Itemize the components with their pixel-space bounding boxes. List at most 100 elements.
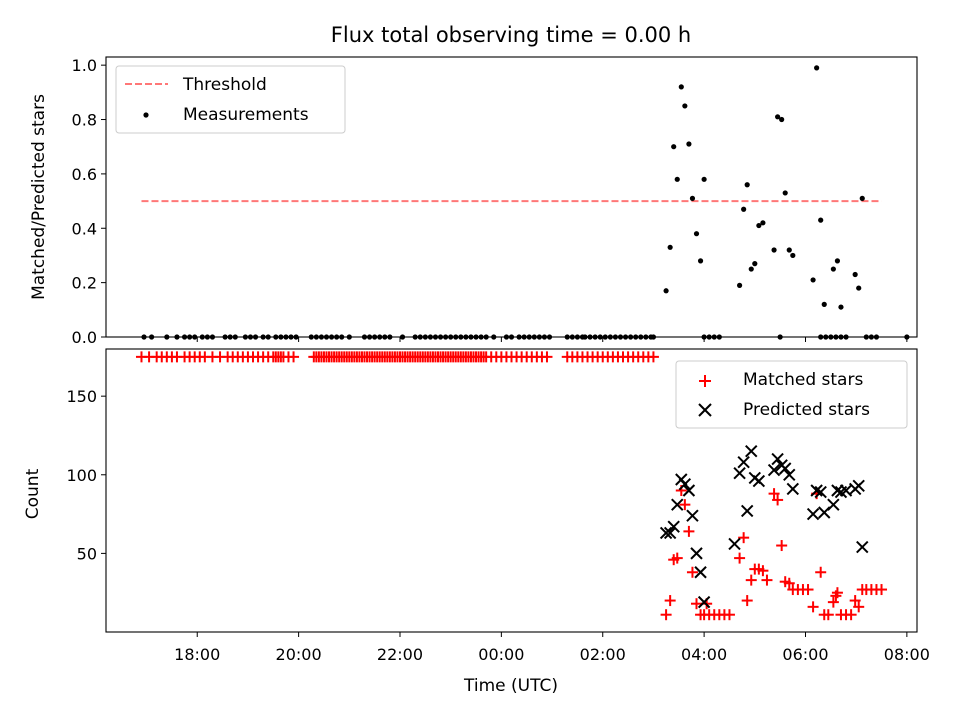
x-tick-label: 22:00 <box>377 645 423 664</box>
predicted-star-marker <box>740 504 754 518</box>
measurement-point <box>790 252 796 259</box>
measurement-point <box>744 182 750 188</box>
count-x-ticks: 18:00 20:00 22:00 00:00 02:00 04:00 06:00 08:00 <box>174 632 930 664</box>
matched-star-marker <box>723 609 735 621</box>
measurement-point <box>682 103 688 109</box>
measurement-point <box>693 231 700 237</box>
matched-star-marker <box>831 587 843 599</box>
measurement-point <box>671 144 677 150</box>
ratio-legend-frame <box>115 65 346 134</box>
x-tick-label: 18:00 <box>174 645 220 664</box>
y-tick-label: 0.2 <box>72 274 97 293</box>
measurement-point <box>779 116 785 123</box>
matched-star-marker <box>757 565 769 577</box>
y-tick-label: 150 <box>66 387 97 406</box>
measurement-point <box>859 195 865 201</box>
matched-star-marker <box>541 351 553 363</box>
predicted-star-marker <box>678 478 692 491</box>
predicted-star-marker <box>856 540 869 554</box>
legend-measurements-label: Measurements <box>183 105 309 125</box>
ratio-legend: Threshold Measurements <box>115 65 346 134</box>
matched-star-marker <box>802 584 814 596</box>
measurement-point <box>818 217 824 223</box>
measurement-point <box>775 114 781 120</box>
matched-star-marker <box>691 598 703 610</box>
y-tick-label: 0.6 <box>72 165 97 184</box>
matched-star-marker <box>849 595 861 607</box>
y-tick-label: 0.0 <box>72 328 97 347</box>
count-legend: Matched stars Predicted stars <box>675 360 908 429</box>
predicted-star-marker <box>694 566 707 579</box>
matched-star-marker <box>671 552 683 564</box>
matched-star-marker <box>741 595 753 607</box>
matched-star-marker <box>738 532 750 544</box>
matched-star-marker <box>660 609 672 621</box>
count-legend-frame <box>675 360 908 429</box>
ratio-y-ticks: 0.0 0.2 0.4 0.6 0.8 1.0 <box>72 56 106 347</box>
predicted-star-marker <box>827 498 840 511</box>
measurement-point <box>760 220 766 226</box>
measurement-point <box>752 261 758 267</box>
matched-star-marker <box>822 609 834 621</box>
measurement-point <box>821 301 827 307</box>
matched-star-marker <box>679 499 691 511</box>
matched-star-marker <box>776 540 788 552</box>
y-tick-label: 50 <box>77 544 97 563</box>
matched-star-marker <box>807 601 819 613</box>
legend-threshold-label: Threshold <box>182 75 267 95</box>
measurement-point <box>810 277 816 283</box>
ratio-panel: 0.0 0.2 0.4 0.6 0.8 1.0 Matched/Predicted sta… <box>29 56 918 347</box>
x-tick-label: 20:00 <box>276 645 322 664</box>
y-tick-label: 0.8 <box>72 111 97 130</box>
measurement-point <box>741 206 747 212</box>
count-panel: 50 100 150 18:00 20:00 22:00 00:00 02:00 04:00 0… <box>23 348 930 664</box>
predicted-star-marker <box>737 455 750 469</box>
measurement-point <box>856 285 862 291</box>
measurement-point <box>678 84 684 90</box>
matched-star-marker <box>734 552 746 564</box>
measurement-point <box>786 247 792 253</box>
measurement-point <box>756 222 762 229</box>
measurement-point <box>686 141 692 147</box>
measurement-point <box>697 258 704 264</box>
predicted-star-marker <box>671 498 684 511</box>
y-tick-label: 1.0 <box>72 56 97 75</box>
predicted-star-marker <box>682 484 696 497</box>
ratio-y-axis-label: Matched/Predicted stars <box>29 94 49 300</box>
matched-star-marker <box>815 566 827 578</box>
matched-star-marker <box>845 609 857 621</box>
measurement-point <box>674 176 680 182</box>
predicted-star-marker <box>686 509 699 522</box>
legend-matched-swatch <box>699 375 711 387</box>
matched-star-marker <box>761 574 773 586</box>
y-tick-label: 0.4 <box>72 219 97 238</box>
measurement-point <box>663 288 669 294</box>
measurement-point <box>838 304 844 310</box>
x-tick-label: 00:00 <box>478 645 524 664</box>
predicted-star-marker <box>771 452 784 466</box>
predicted-star-marker <box>745 444 758 458</box>
predicted-star-marker <box>814 485 827 499</box>
matched-star-marker <box>827 596 839 608</box>
predicted-star-marker <box>786 482 800 496</box>
legend-predicted-swatch <box>698 403 712 417</box>
predicted-star-marker <box>663 526 677 540</box>
matched-star-marker <box>288 351 300 363</box>
legend-measurements-swatch <box>143 112 149 118</box>
ratio-x-ticks <box>196 337 908 342</box>
measurement-point <box>736 282 743 288</box>
legend-matched-label: Matched stars <box>743 370 863 390</box>
predicted-star-marker <box>783 468 796 481</box>
chart-title: Flux total observing time = 0.00 h <box>331 23 691 47</box>
matched-star-marker <box>768 488 780 500</box>
ratio-axes-frame <box>105 56 918 338</box>
measurement-point <box>834 258 841 264</box>
predicted-star-marker <box>697 595 711 609</box>
predicted-star-marker <box>667 520 680 533</box>
count-axes-frame <box>105 348 918 633</box>
count-plot-area <box>135 351 888 621</box>
matched-star-marker <box>647 351 659 363</box>
predicted-star-marker <box>806 507 820 521</box>
matched-star-marker <box>745 574 757 586</box>
predicted-star-marker <box>690 547 703 560</box>
